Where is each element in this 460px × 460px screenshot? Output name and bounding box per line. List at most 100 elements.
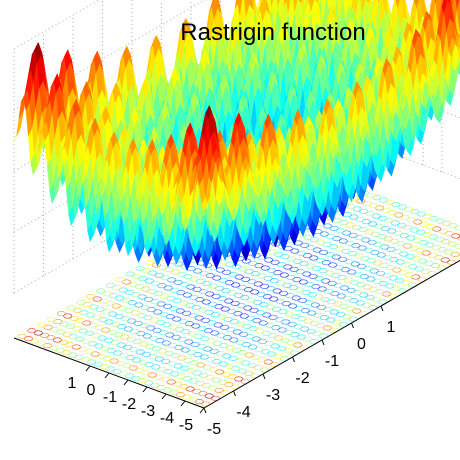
contour-ring [106,348,116,354]
contour-ring [186,368,196,374]
contour-ring [329,225,339,231]
contour-ring [348,232,358,238]
contour-ring [336,311,346,317]
contour-ring [146,307,156,313]
contour-ring [252,318,262,324]
contour-ring [201,299,211,305]
contour-ring [201,317,211,323]
contour-ring [127,318,137,324]
contour-ring [163,387,173,393]
contour-ring [428,234,438,240]
contour-ring [71,344,81,350]
contour-ring [281,301,291,307]
contour-ring [123,326,133,332]
contour-ring [131,375,141,381]
contour-ring [42,343,52,349]
contour-ring [191,323,201,329]
contour-ring [387,210,397,216]
contour-ring [126,336,136,342]
contour-ring [321,260,331,266]
contour-ring [257,255,267,261]
contour-ring [335,228,345,234]
contour-ring [118,287,128,293]
contour-ring [345,222,355,228]
contour-ring [451,233,460,239]
contour-ring [109,358,119,364]
contour-ring [249,307,259,313]
contour-ring [225,363,235,369]
contour-ring [300,242,310,248]
contour-ring [338,256,348,262]
contour-ring [137,378,147,384]
contour-ring [191,305,201,311]
contour-ring [253,281,263,287]
contour-ring [166,295,176,301]
contour-ring [429,216,439,222]
contour-ring [349,214,359,220]
contour-ring [79,310,89,316]
contour-ring [189,276,199,282]
contour-ring [409,227,419,233]
contour-ring [224,298,234,304]
contour-ring [222,353,232,359]
contour-ring [140,304,150,310]
contour-ring [305,263,315,269]
contour-ring [192,388,202,394]
contour-ring [93,361,103,367]
contour-ring [254,263,264,269]
contour-ring [385,283,395,289]
contour-ring [432,226,442,232]
contour-ring [244,370,254,376]
contour-ring [202,281,212,287]
contour-ring [47,316,57,322]
contour-ring [312,331,322,337]
contour-ring [283,264,293,270]
contour-ring [435,218,445,224]
contour-ring [228,355,238,361]
contour-ring [75,318,85,324]
contour-ring [147,372,157,378]
contour-ring [279,290,289,296]
contour-ring [132,339,142,345]
contour-ring [148,354,158,360]
contour-ring [145,343,155,349]
contour-ring [357,263,367,269]
contour-ring [153,309,163,315]
contour-ring [353,271,363,277]
contour-ring [273,353,283,359]
contour-ring [55,347,65,353]
contour-ring [264,341,274,347]
contour-ring [173,363,183,369]
contour-ring [311,284,321,290]
contour-ring [425,224,435,230]
contour-ring [331,272,341,278]
contour-ring [371,231,381,237]
contour-ring [355,300,365,306]
contour-ring [225,261,235,267]
contour-ring [104,337,114,343]
contour-ring [211,293,221,299]
contour-ring [276,280,286,286]
contour-ring [168,342,178,348]
contour-ring [394,212,404,218]
contour-ring [366,276,376,282]
contour-ring [315,257,325,263]
contour-ring [267,249,277,255]
contour-ring [428,252,438,258]
contour-ring [312,247,322,253]
contour-ring [143,315,153,321]
contour-ring [437,247,447,253]
contour-ring [177,355,187,361]
contour-ring [381,207,391,213]
contour-ring [87,359,97,365]
contour-ring [321,278,331,284]
contour-ring [212,359,222,365]
contour-ring [211,377,221,383]
contour-ring [272,288,282,294]
contour-ring [333,301,343,307]
contour-ring [371,297,381,303]
contour-ring [257,357,267,363]
contour-ring [167,277,177,283]
contour-ring [365,211,375,217]
contour-ring [164,350,174,356]
